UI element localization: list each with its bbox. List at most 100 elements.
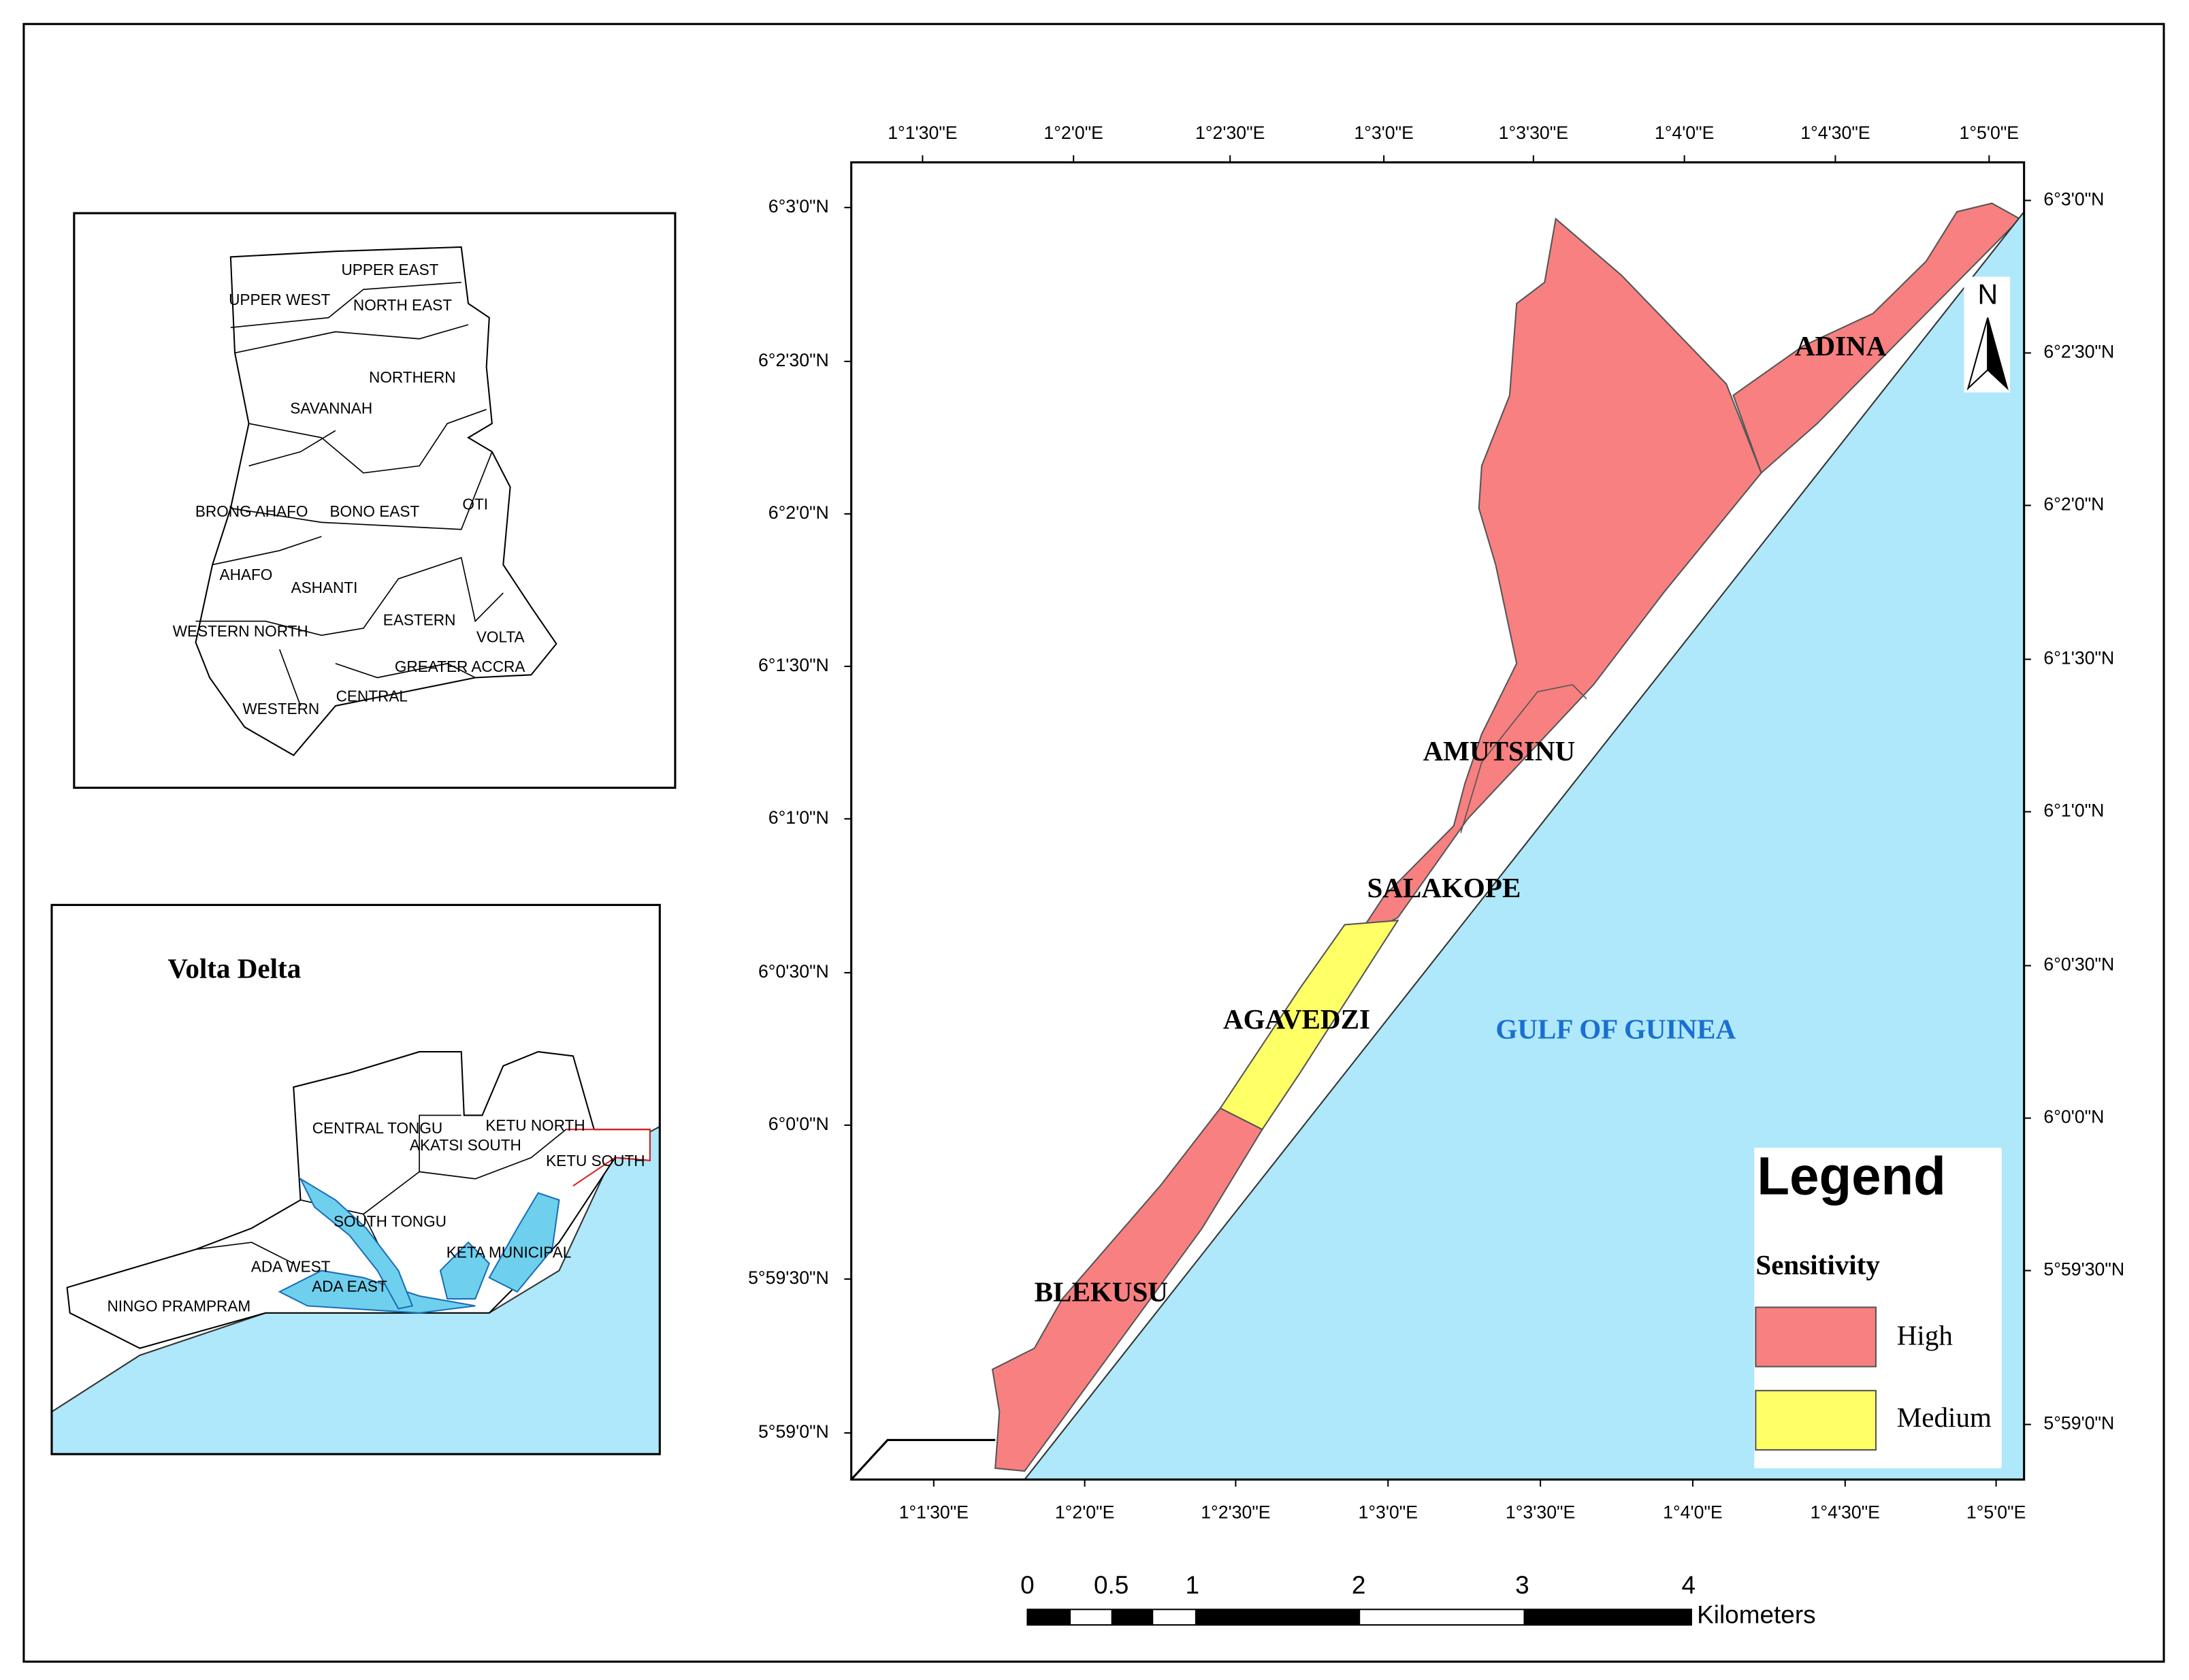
district-label: KETU NORTH bbox=[485, 1116, 585, 1134]
right-lat-label: 6°2'30"N bbox=[2043, 341, 2114, 361]
left-lat-label: 6°1'0"N bbox=[768, 807, 829, 828]
left-lat-label: 5°59'30"N bbox=[748, 1267, 829, 1288]
place-label: BLEKUSU bbox=[1035, 1276, 1168, 1307]
river bbox=[299, 1177, 414, 1310]
scale-label: 3 bbox=[1515, 1570, 1529, 1599]
district-label: SOUTH TONGU bbox=[334, 1212, 447, 1230]
legend-label: High bbox=[1897, 1319, 1953, 1351]
region-label: NORTH EAST bbox=[353, 296, 452, 314]
ghana-inset: UPPER EAST UPPER WEST NORTH EAST NORTHER… bbox=[73, 212, 677, 789]
area-boundary bbox=[1460, 683, 1587, 833]
left-lat-label: 6°3'0"N bbox=[768, 196, 829, 216]
region-label: BRONG AHAFO bbox=[195, 502, 308, 520]
region-label: AHAFO bbox=[220, 566, 273, 583]
bottom-lon-label: 1°4'0"E bbox=[1663, 1502, 1723, 1522]
map-edge-feature bbox=[850, 1438, 996, 1481]
scale-label: 4 bbox=[1682, 1570, 1696, 1599]
place-label: AGAVEDZI bbox=[1223, 1003, 1370, 1035]
region-label: GREATER ACCRA bbox=[395, 658, 525, 675]
region-label: BONO EAST bbox=[330, 502, 420, 520]
top-lon-label: 1°4'30"E bbox=[1800, 123, 1870, 143]
right-lat-label: 6°2'0"N bbox=[2043, 494, 2104, 514]
legend-subtitle: Sensitivity bbox=[1755, 1249, 1880, 1280]
volta-inset: Volta Delta CENTRAL TONGU KETU NORTH AKA… bbox=[50, 903, 661, 1455]
right-lat-label: 5°59'30"N bbox=[2043, 1259, 2124, 1280]
right-lat-label: 6°1'30"N bbox=[2043, 648, 2114, 668]
top-lon-label: 1°2'0"E bbox=[1043, 123, 1103, 143]
right-lat-label: 5°59'0"N bbox=[2043, 1413, 2114, 1434]
place-label: ADINA bbox=[1795, 330, 1887, 361]
region-label: CENTRAL bbox=[336, 687, 408, 705]
region-boundaries bbox=[195, 281, 504, 707]
scale-label: 1 bbox=[1185, 1570, 1199, 1599]
scale-unit: Kilometers bbox=[1697, 1600, 1816, 1628]
district-label: ADA EAST bbox=[312, 1277, 387, 1295]
region-label: ASHANTI bbox=[291, 579, 358, 596]
scale-label: 0 bbox=[1020, 1570, 1035, 1599]
left-lat-label: 5°59'0"N bbox=[758, 1421, 829, 1442]
region-label: WESTERN NORTH bbox=[173, 622, 308, 640]
sea-label: GULF OF GUINEA bbox=[1495, 1013, 1736, 1044]
district-boundaries bbox=[195, 1114, 567, 1314]
top-lon-label: 1°3'0"E bbox=[1354, 123, 1414, 143]
legend: Legend Sensitivity High Medium bbox=[1754, 1146, 2002, 1468]
region-label: OTI bbox=[462, 495, 488, 513]
left-lat-label: 6°2'0"N bbox=[768, 502, 829, 523]
bottom-lon-label: 1°2'30"E bbox=[1201, 1502, 1270, 1522]
scale-segment bbox=[1111, 1609, 1154, 1626]
scale-label: 0.5 bbox=[1094, 1570, 1129, 1599]
high-sensitivity-area bbox=[991, 1107, 1263, 1472]
place-label: SALAKOPE bbox=[1367, 872, 1521, 903]
bottom-lon-label: 1°3'30"E bbox=[1506, 1502, 1575, 1522]
left-lat-label: 6°1'30"N bbox=[758, 655, 829, 675]
lagoon bbox=[439, 1241, 490, 1300]
ghana-outline bbox=[195, 246, 557, 756]
lagoon bbox=[488, 1192, 560, 1293]
north-arrow bbox=[1987, 317, 2009, 391]
north-label: N bbox=[1977, 278, 1998, 310]
inset-title: Volta Delta bbox=[167, 952, 301, 984]
bottom-lon-label: 1°4'30"E bbox=[1811, 1502, 1880, 1522]
left-lat-label: 6°2'30"N bbox=[758, 350, 829, 370]
region-label: SAVANNAH bbox=[290, 399, 372, 417]
bottom-lon-label: 1°5'0"E bbox=[1966, 1502, 2026, 1522]
region-label: UPPER EAST bbox=[341, 261, 438, 278]
place-label: AMUTSINU bbox=[1423, 735, 1576, 766]
region-label: UPPER WEST bbox=[229, 291, 330, 308]
right-lat-label: 6°3'0"N bbox=[2043, 189, 2104, 209]
scale-bar: Kilometers 0 0.5 1 2 3 4 bbox=[1020, 1570, 1815, 1629]
lagoon bbox=[278, 1270, 476, 1314]
top-lon-label: 1°3'30"E bbox=[1499, 123, 1568, 143]
right-lat-label: 6°0'0"N bbox=[2043, 1107, 2104, 1127]
region-label: VOLTA bbox=[476, 628, 525, 645]
top-lon-label: 1°4'0"E bbox=[1655, 123, 1715, 143]
district-label: KETA MUNICIPAL bbox=[447, 1244, 572, 1261]
bottom-lon-label: 1°3'0"E bbox=[1358, 1502, 1418, 1522]
inset-frame bbox=[73, 212, 677, 789]
district-label: AKATSI SOUTH bbox=[410, 1136, 521, 1154]
ketu-south-boundary bbox=[566, 1129, 651, 1186]
high-sensitivity-area bbox=[1732, 202, 2022, 474]
scale-segment bbox=[1523, 1609, 1691, 1626]
right-lat-label: 6°1'0"N bbox=[2043, 801, 2104, 821]
high-sensitivity-area bbox=[1354, 217, 1762, 941]
district-label: KETU SOUTH bbox=[546, 1152, 645, 1169]
region-label: EASTERN bbox=[383, 611, 456, 628]
scale-segment bbox=[1195, 1609, 1361, 1626]
scale-segment bbox=[1027, 1609, 1071, 1626]
legend-title: Legend bbox=[1757, 1146, 1945, 1206]
top-lon-label: 1°1'30"E bbox=[888, 123, 957, 143]
bottom-lon-label: 1°2'0"E bbox=[1055, 1502, 1115, 1522]
top-lon-label: 1°2'30"E bbox=[1195, 123, 1265, 143]
region-label: NORTHERN bbox=[369, 368, 456, 386]
right-lat-label: 6°0'30"N bbox=[2043, 954, 2114, 975]
district-label: NINGO PRAMPRAM bbox=[108, 1297, 251, 1314]
top-lon-label: 1°5'0"E bbox=[1960, 123, 2020, 143]
map-frame bbox=[850, 161, 2026, 1481]
left-lat-label: 6°0'30"N bbox=[758, 961, 829, 982]
scale-label: 2 bbox=[1352, 1570, 1366, 1599]
bottom-lon-label: 1°1'30"E bbox=[899, 1502, 969, 1522]
left-lat-label: 6°0'0"N bbox=[768, 1114, 829, 1134]
legend-label: Medium bbox=[1897, 1402, 1992, 1433]
